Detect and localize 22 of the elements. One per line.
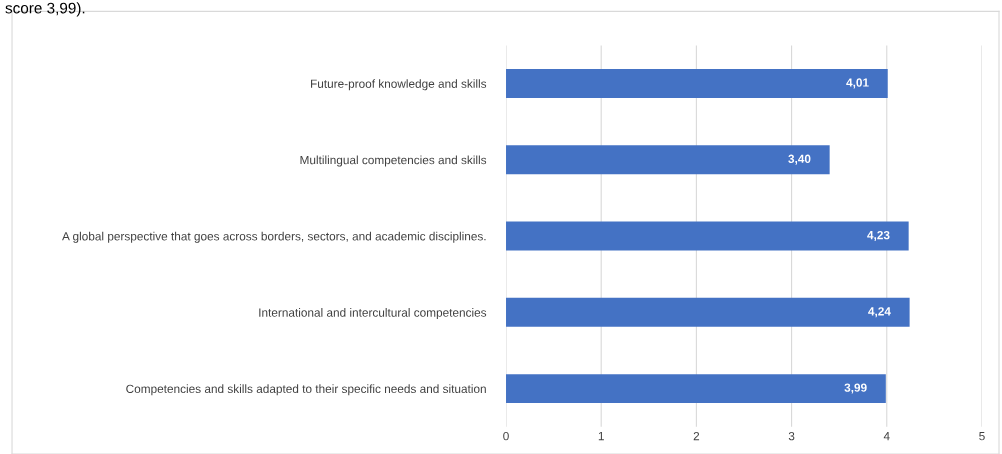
y-tick-label: Future-proof knowledge and skills bbox=[311, 79, 487, 91]
x-tick-label: 2 bbox=[693, 431, 700, 441]
bar bbox=[506, 374, 886, 404]
y-tick-label: International and intercultural competencies bbox=[259, 308, 487, 320]
x-tick-label: 5 bbox=[979, 432, 985, 441]
x-tick-label: 4 bbox=[883, 432, 890, 441]
y-tick-label: A global perspective that goes across borders, sectors, and academic disciplines. bbox=[62, 231, 486, 243]
x-tick-label: 0 bbox=[503, 431, 509, 441]
bar bbox=[506, 145, 830, 175]
y-tick-label: Competencies and skills adapted to their specific needs and situation bbox=[126, 384, 486, 396]
data-label: 3,99 bbox=[844, 383, 867, 394]
data-label: 4,23 bbox=[867, 230, 890, 241]
y-tick-label: Multilingual competencies and skills bbox=[300, 155, 487, 167]
text: score 3,99). bbox=[5, 2, 85, 17]
x-tick-label: 1 bbox=[598, 432, 604, 441]
data-label: 4,01 bbox=[846, 78, 869, 89]
bar bbox=[506, 69, 888, 99]
bar bbox=[506, 297, 910, 327]
data-label: 3,40 bbox=[788, 154, 811, 165]
data-label: 4,24 bbox=[868, 307, 891, 318]
x-tick-label: 3 bbox=[788, 431, 795, 441]
bar bbox=[506, 221, 909, 251]
